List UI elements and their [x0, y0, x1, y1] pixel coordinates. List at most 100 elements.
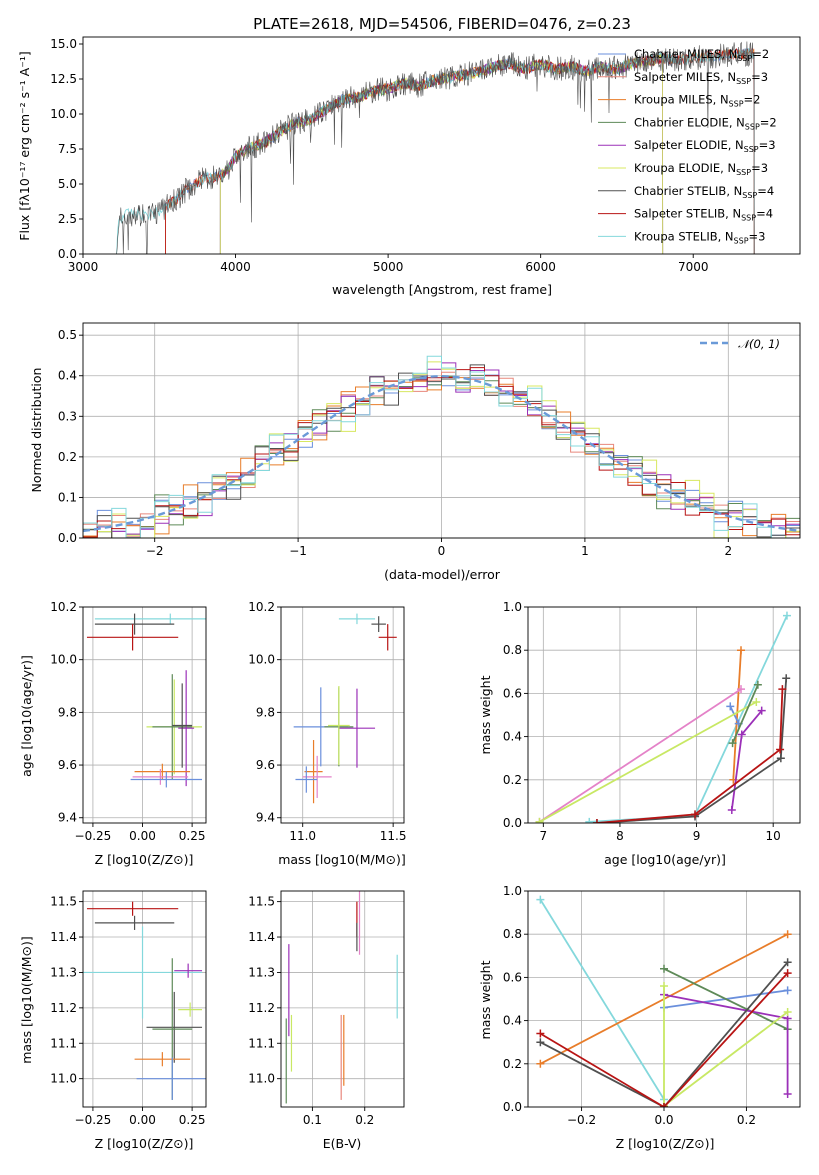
y-tick-label: 10.0: [50, 653, 77, 667]
y-tick-label: 11.4: [248, 930, 275, 944]
x-tick-label: 1: [581, 544, 589, 558]
y-tick-label: 0.8: [503, 643, 522, 657]
x-tick-label: 5000: [373, 260, 404, 274]
legend-label: Chabrier MILES, NSSP=2: [634, 47, 769, 63]
legend-label: Kroupa STELIB, NSSP=3: [634, 229, 765, 245]
mass-weight-line: [731, 684, 759, 744]
axes-frame: [82, 890, 207, 1108]
mass-weight-point: [776, 754, 785, 763]
x-tick-label: 2: [724, 544, 732, 558]
mass-weight-point: [536, 1038, 545, 1047]
y-tick-label: 11.2: [248, 1001, 275, 1015]
mass-weight-point: [753, 680, 762, 689]
mass-weight-point: [783, 958, 792, 967]
y-tick-label: 9.8: [256, 705, 275, 719]
weight-vs-age-ylabel: mass weight: [478, 675, 493, 754]
residuals-xlabel: (data-model)/error: [384, 567, 501, 582]
mass-vs-ebv-xlabel: E(B-V): [323, 1136, 362, 1151]
axes-frame: [280, 606, 405, 824]
age-vs-mass-xlabel: mass [log10(M/M⊙)]: [278, 852, 406, 867]
y-tick-label: 0.4: [58, 369, 77, 383]
y-tick-label: 11.2: [50, 1001, 77, 1015]
mass-weight-point: [691, 810, 700, 819]
x-tick-label: 4000: [220, 260, 251, 274]
mass-vs-z-xlabel: Z [log10(Z/Z⊙)]: [95, 1136, 194, 1151]
weight-vs-age-panel: age [log10(age/yr)] mass weight 7 8 9 10 0.0…: [478, 600, 801, 867]
weight-vs-z-xlabel: Z [log10(Z/Z⊙)]: [616, 1136, 715, 1151]
plot-area: [285, 891, 398, 1104]
spectrum-ylabel: Flux [fλ10⁻¹⁷ erg cm⁻² s⁻¹ A⁻¹]: [17, 51, 32, 240]
y-tick-label: 11.4: [50, 930, 77, 944]
plot-area: [536, 895, 792, 1107]
mass-weight-point: [728, 739, 737, 748]
mass-weight-point: [778, 685, 787, 694]
legend-label: Salpeter STELIB, NSSP=4: [634, 207, 773, 223]
mass-weight-line: [539, 701, 757, 823]
x-tick-label: 0.25: [179, 1113, 206, 1127]
legend-label: Chabrier ELODIE, NSSP=2: [634, 115, 777, 131]
y-tick-label: 0.2: [503, 1057, 522, 1071]
mass-weight-point: [726, 702, 735, 711]
mass-weight-point: [660, 1103, 668, 1107]
x-tick-label: 0.00: [129, 1113, 156, 1127]
y-tick-label: 7.5: [58, 142, 77, 156]
spectrum-legend: Chabrier MILES, NSSP=2 Salpeter MILES, NS…: [598, 47, 777, 245]
y-tick-label: 11.5: [50, 895, 77, 909]
mass-weight-line: [539, 688, 742, 823]
weight-vs-z-panel: Z [log10(Z/Z⊙)] mass weight −0.2 0.0 0.2 0.…: [478, 884, 801, 1151]
legend-label: Salpeter ELODIE, NSSP=3: [634, 138, 776, 154]
y-tick-label: 11.1: [248, 1036, 275, 1050]
y-tick-label: 0.8: [503, 927, 522, 941]
y-tick-label: 10.0: [50, 107, 77, 121]
y-tick-label: 10.2: [248, 600, 275, 614]
y-tick-label: 0.5: [58, 328, 77, 342]
mass-weight-point: [660, 982, 668, 991]
mass-weight-point: [536, 895, 545, 904]
x-tick-label: 3000: [68, 260, 99, 274]
x-tick-label: 11.0: [289, 829, 316, 843]
plot-area: [293, 613, 397, 804]
mass-vs-z-ylabel: mass [log10(M/M⊙)]: [19, 936, 34, 1064]
y-tick-label: 0.0: [503, 816, 522, 830]
x-tick-label: 0: [438, 544, 446, 558]
y-tick-label: 0.4: [503, 730, 522, 744]
y-tick-label: 0.1: [58, 490, 77, 504]
y-tick-label: 0.2: [58, 450, 77, 464]
mass-weight-point: [536, 1029, 545, 1038]
mass-weight-point: [737, 646, 746, 655]
x-tick-label: 10: [766, 829, 781, 843]
x-tick-label: −0.2: [567, 1113, 596, 1127]
y-tick-label: 0.6: [503, 970, 522, 984]
y-tick-label: 9.4: [58, 811, 77, 825]
y-tick-label: 0.4: [503, 1014, 522, 1028]
x-tick-label: −1: [289, 544, 307, 558]
x-tick-label: 7: [540, 829, 548, 843]
age-vs-z-xlabel: Z [log10(Z/Z⊙)]: [95, 852, 194, 867]
y-tick-label: 11.1: [50, 1036, 77, 1050]
mass-weight-point: [783, 930, 792, 939]
x-tick-label: −2: [146, 544, 164, 558]
mass-weight-point: [536, 1059, 545, 1068]
x-tick-label: 8: [616, 829, 624, 843]
y-tick-label: 0.0: [503, 1100, 522, 1114]
y-tick-label: 11.0: [50, 1072, 77, 1086]
axes-frame: [82, 36, 801, 255]
mass-weight-point: [783, 1090, 792, 1099]
y-tick-label: 11.3: [248, 965, 275, 979]
y-tick-label: 0.0: [58, 247, 77, 261]
spectrum-series-line: [116, 41, 755, 254]
axes-frame: [280, 890, 405, 1108]
mass-weight-line: [732, 650, 742, 780]
y-tick-label: 0.6: [503, 686, 522, 700]
legend-label: Chabrier STELIB, NSSP=4: [634, 184, 774, 200]
x-tick-label: 0.25: [179, 829, 206, 843]
spectrum-panel: PLATE=2618, MJD=54506, FIBERID=0476, z=0…: [17, 15, 801, 297]
plot-area: [83, 355, 800, 538]
x-tick-label: 0.00: [129, 829, 156, 843]
plot-area: [86, 613, 206, 788]
x-tick-label: 0.2: [737, 1113, 756, 1127]
age-vs-z-panel: Z [log10(Z/Z⊙)] age [log10(age/yr)] −0.2…: [19, 600, 207, 867]
mass-weight-point: [737, 685, 746, 694]
mass-weight-point: [592, 819, 601, 823]
